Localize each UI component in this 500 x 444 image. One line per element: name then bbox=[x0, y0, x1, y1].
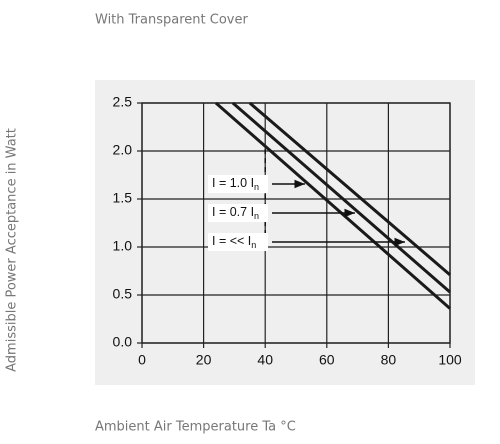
y-tick-label: 2.0 bbox=[113, 142, 133, 158]
annotation-bg bbox=[208, 204, 268, 222]
y-tick-label: 1.0 bbox=[113, 238, 133, 254]
x-tick-label: 80 bbox=[381, 352, 397, 368]
line-series bbox=[214, 101, 451, 310]
x-axis-label: Ambient Air Temperature Ta °C bbox=[95, 420, 296, 435]
annotation: I = 0.7 In bbox=[212, 205, 259, 221]
x-tick-label: 100 bbox=[438, 352, 462, 368]
annotation: I = 1.0 In bbox=[212, 176, 259, 192]
annotation-bg bbox=[208, 233, 268, 251]
y-axis-label: Admissible Power Acceptance in Watt bbox=[5, 128, 20, 372]
annotation-subscript: n bbox=[251, 240, 256, 250]
x-tick-label: 20 bbox=[196, 352, 212, 368]
chart-title: With Transparent Cover bbox=[95, 13, 248, 28]
y-tick-label: 2.5 bbox=[113, 94, 133, 110]
x-tick-label: 60 bbox=[319, 352, 335, 368]
plot-border bbox=[141, 102, 451, 344]
y-tick-label: 0.0 bbox=[113, 334, 133, 350]
image-background bbox=[95, 80, 475, 385]
annotation-text: I = 1.0 I bbox=[212, 176, 254, 190]
annotation: I = << In bbox=[212, 234, 256, 250]
x-tick-label: 40 bbox=[257, 352, 273, 368]
annotation-subscript: n bbox=[254, 211, 259, 221]
x-tick-label: 0 bbox=[138, 352, 146, 368]
annotation-bg bbox=[208, 175, 268, 193]
y-tick-label: 1.5 bbox=[113, 190, 133, 206]
annotation-text: I = << I bbox=[212, 234, 251, 248]
annotation-subscript: n bbox=[254, 182, 259, 192]
line-series bbox=[231, 101, 451, 294]
annotation-text: I = 0.7 I bbox=[212, 205, 254, 219]
line-series bbox=[248, 101, 451, 276]
y-tick-label: 0.5 bbox=[113, 286, 133, 302]
